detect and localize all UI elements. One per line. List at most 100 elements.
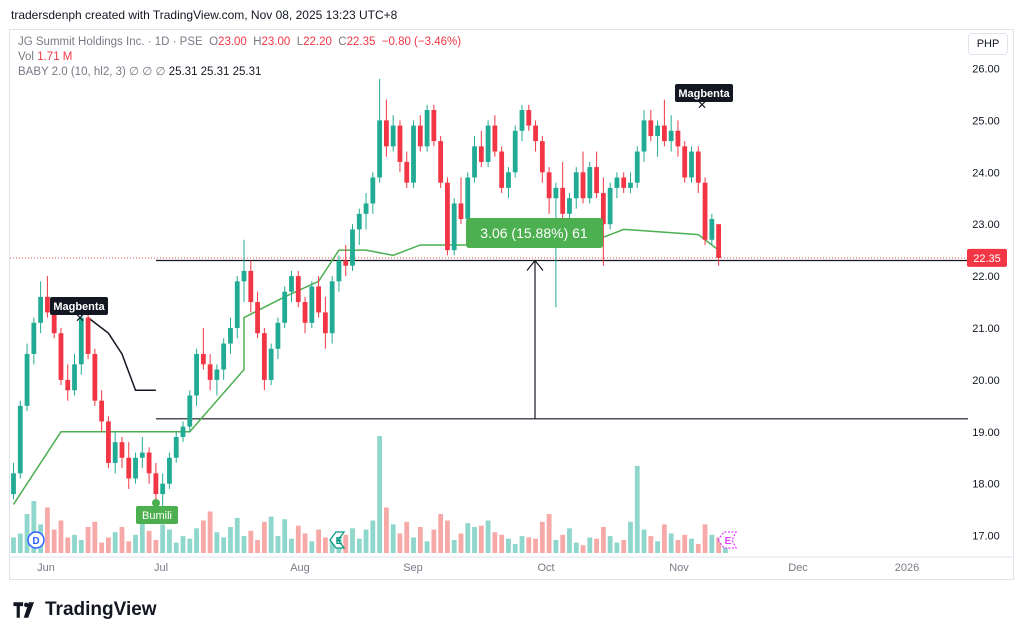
volume-label[interactable]: Vol: [18, 51, 34, 63]
volume-bar: [106, 537, 111, 553]
tradingview-brand: TradingView: [45, 599, 157, 620]
indicator-label[interactable]: BABY 2.0 (10, hl2, 3): [18, 66, 126, 78]
magbenta-label: Magbenta: [53, 301, 105, 313]
candle: [512, 125, 518, 178]
candle-body: [512, 130, 518, 173]
candle: [255, 291, 260, 339]
candle-body: [228, 328, 233, 344]
volume-bar: [689, 538, 694, 553]
candle-body: [478, 146, 484, 162]
chart-panel[interactable]: [9, 29, 1014, 580]
earnings-badge-label: E: [336, 536, 343, 547]
candle: [200, 328, 206, 370]
candle-body: [438, 141, 444, 183]
candle-body: [472, 146, 477, 178]
candle: [295, 270, 301, 308]
upcoming-earnings-badge-icon: [717, 531, 738, 549]
currency-button[interactable]: PHP: [968, 33, 1008, 55]
candle: [560, 161, 566, 220]
volume-bar: [417, 527, 423, 553]
candle-body: [289, 276, 294, 292]
measure-label: 3.06 (15.88%) 61: [480, 225, 588, 241]
volume-bar: [499, 534, 505, 553]
magbenta-label-box: [675, 84, 733, 102]
y-tick-label: 25.00: [972, 115, 1000, 127]
candle-body: [167, 457, 172, 484]
candle: [573, 167, 579, 209]
volume-bar: [45, 507, 50, 553]
magbenta-label-box: [50, 297, 108, 315]
volume-bar: [316, 529, 321, 553]
candle: [431, 104, 437, 147]
y-tick-label: 19.00: [972, 427, 1000, 439]
volume-bar: [160, 524, 166, 553]
candle: [661, 99, 667, 147]
candle: [92, 348, 98, 406]
candle-body: [397, 125, 403, 162]
candle-body: [587, 167, 593, 199]
volume-value: 1.71 M: [37, 51, 73, 63]
candle-body: [17, 405, 23, 474]
symbol-title[interactable]: JG Summit Holdings Inc. · 1D · PSE: [18, 36, 203, 48]
volume-bar: [533, 538, 538, 553]
measure-label-box: [466, 218, 603, 248]
candle: [499, 146, 505, 194]
volume-bar: [648, 536, 654, 553]
candle: [268, 343, 274, 386]
candle: [207, 353, 213, 391]
y-tick-label: 21.00: [972, 323, 1000, 335]
volume-bar: [668, 533, 674, 553]
volume-bar: [153, 540, 159, 553]
volume-bar: [228, 527, 233, 553]
volume-bar: [458, 533, 464, 553]
candle: [146, 447, 152, 484]
candle-body: [126, 457, 132, 479]
candle: [539, 135, 545, 183]
candle-body: [343, 260, 349, 266]
candle: [45, 276, 50, 318]
volume-bar: [356, 538, 362, 553]
candle-body: [119, 442, 125, 458]
candle: [343, 244, 349, 277]
volume-bar: [200, 520, 206, 553]
candle-body: [112, 442, 118, 463]
candle-body: [45, 296, 50, 313]
volume-bar: [17, 533, 23, 553]
candle: [370, 172, 376, 214]
candle: [533, 120, 538, 152]
candle-body: [607, 187, 613, 225]
candle: [322, 296, 328, 349]
candle: [180, 421, 186, 443]
candle: [417, 115, 423, 152]
high-label: H: [253, 36, 262, 48]
candle: [31, 317, 37, 365]
volume-bar: [377, 436, 383, 553]
candle: [675, 120, 681, 157]
volume-bar: [390, 524, 396, 553]
x-tick-label: Dec: [788, 562, 808, 574]
candle: [689, 146, 694, 183]
candle: [702, 177, 708, 245]
supertrend-line: [12, 228, 720, 505]
candle-body: [689, 151, 694, 178]
candle: [221, 338, 227, 380]
candle-body: [600, 193, 606, 225]
candle: [668, 115, 674, 152]
candle: [214, 364, 220, 396]
candle: [682, 141, 688, 183]
candle: [309, 281, 315, 328]
volume-bar: [112, 532, 118, 553]
candle-body: [194, 353, 199, 396]
candle: [167, 452, 172, 489]
candle: [709, 213, 715, 245]
candle-body: [499, 151, 505, 188]
candle-body: [139, 452, 145, 458]
volume-bar: [411, 537, 416, 553]
volume-bar: [214, 532, 220, 553]
candle-body: [445, 182, 450, 251]
volume-bar: [560, 534, 566, 553]
volume-bar: [526, 537, 532, 553]
candle-body: [526, 110, 532, 126]
candle: [648, 110, 654, 142]
